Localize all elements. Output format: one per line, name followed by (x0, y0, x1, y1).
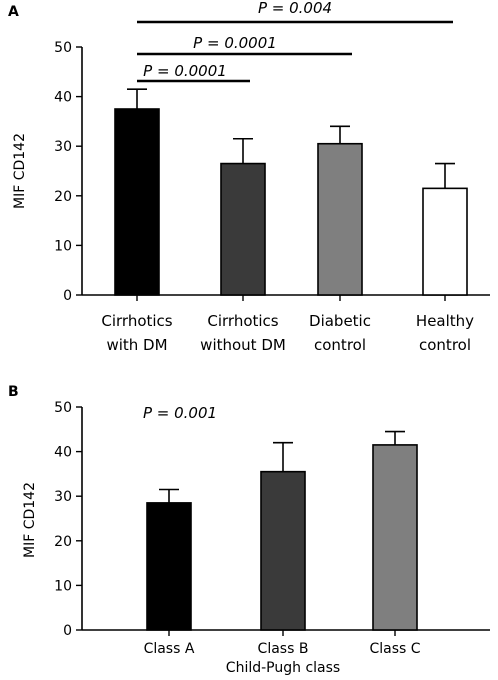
category-label: Class C (369, 641, 420, 657)
p-value-annotation: P = 0.0001 (193, 34, 277, 52)
y-axis-label: MIF CD142 (22, 482, 38, 558)
category-label: with DM (106, 336, 167, 354)
y-tick-label: 20 (54, 534, 72, 550)
y-tick-label: 0 (63, 288, 72, 304)
x-axis-label: Child-Pugh class (226, 660, 340, 676)
category-label: control (419, 336, 471, 354)
bar (372, 444, 418, 631)
category-label: control (314, 336, 366, 354)
bar (317, 142, 363, 296)
category-label: Class B (258, 641, 309, 657)
bar (220, 162, 266, 296)
y-tick-label: 30 (54, 139, 72, 155)
y-tick-label: 0 (63, 623, 72, 639)
panel-letter: B (8, 384, 19, 400)
bar (422, 187, 468, 296)
y-tick-label: 40 (54, 90, 72, 106)
p-value-annotation: P = 0.004 (258, 0, 332, 17)
bar (114, 108, 160, 296)
y-tick-label: 30 (54, 489, 72, 505)
category-label: Cirrhotics (101, 312, 172, 330)
category-label: Diabetic (309, 312, 371, 330)
y-tick-label: 50 (54, 40, 72, 56)
y-tick-label: 40 (54, 445, 72, 461)
panel-a: A 0 10 20 30 40 50 MIF CD142 Cirrhotics with DM Ci… (8, 0, 490, 354)
p-value-annotation: P = 0.001 (143, 404, 217, 422)
category-label: without DM (200, 336, 286, 354)
bar (146, 502, 192, 631)
y-tick-label: 50 (54, 400, 72, 416)
category-label: Cirrhotics (207, 312, 278, 330)
y-tick-label: 20 (54, 189, 72, 205)
y-tick-label: 10 (54, 578, 72, 594)
p-value-annotation: P = 0.0001 (143, 62, 227, 80)
bar (260, 470, 306, 631)
category-label: Healthy (416, 312, 474, 330)
y-axis-label: MIF CD142 (12, 133, 28, 209)
category-label: Class A (144, 641, 195, 657)
panel-letter: A (8, 4, 19, 20)
y-tick-label: 10 (54, 238, 72, 254)
panel-b: B 0 10 20 30 40 50 MIF CD142 Class A Class B Class… (8, 384, 490, 676)
